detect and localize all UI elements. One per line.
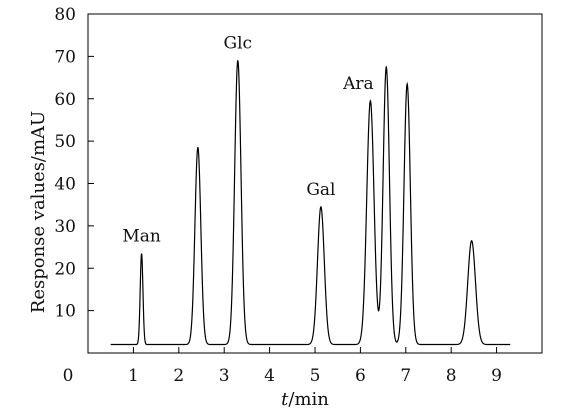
x-axis-label-unit: /min bbox=[288, 389, 329, 410]
y-tick-label: 50 bbox=[54, 132, 76, 152]
x-tick-label: 9 bbox=[491, 366, 502, 386]
x-tick-label: 4 bbox=[264, 366, 275, 386]
y-axis-label: Response values/mAU bbox=[28, 111, 49, 313]
peak-label-glc: Glc bbox=[224, 34, 253, 54]
origin-label: 0 bbox=[63, 366, 74, 386]
x-axis-label: t/min bbox=[281, 389, 329, 410]
x-tick-label: 7 bbox=[400, 366, 411, 386]
y-tick-label: 80 bbox=[54, 5, 76, 25]
peak-label-man: Man bbox=[122, 226, 161, 246]
x-tick-label: 1 bbox=[128, 366, 139, 386]
x-tick-label: 5 bbox=[310, 366, 321, 386]
y-tick-label: 60 bbox=[54, 90, 76, 110]
y-tick-label: 40 bbox=[54, 175, 76, 195]
peak-labels: Man Glc Gal Ara bbox=[122, 34, 373, 247]
y-tick-label: 70 bbox=[54, 47, 76, 67]
y-tick-label: 20 bbox=[54, 259, 76, 279]
peak-label-gal: Gal bbox=[306, 180, 335, 200]
y-tick-label: 10 bbox=[54, 302, 76, 322]
y-tick-label: 30 bbox=[54, 217, 76, 237]
peak-label-ara: Ara bbox=[342, 74, 374, 94]
x-tick-label: 6 bbox=[355, 366, 366, 386]
x-tick-label: 3 bbox=[219, 366, 230, 386]
x-tick-label: 8 bbox=[446, 366, 457, 386]
x-axis-ticks: 0 1 2 3 4 5 6 7 8 9 bbox=[63, 347, 502, 386]
x-tick-label: 2 bbox=[173, 366, 184, 386]
y-axis-ticks: 10 20 30 40 50 60 70 80 bbox=[54, 5, 94, 322]
chromatogram-trace bbox=[110, 60, 511, 346]
x-axis-label-variable: t bbox=[281, 389, 289, 410]
